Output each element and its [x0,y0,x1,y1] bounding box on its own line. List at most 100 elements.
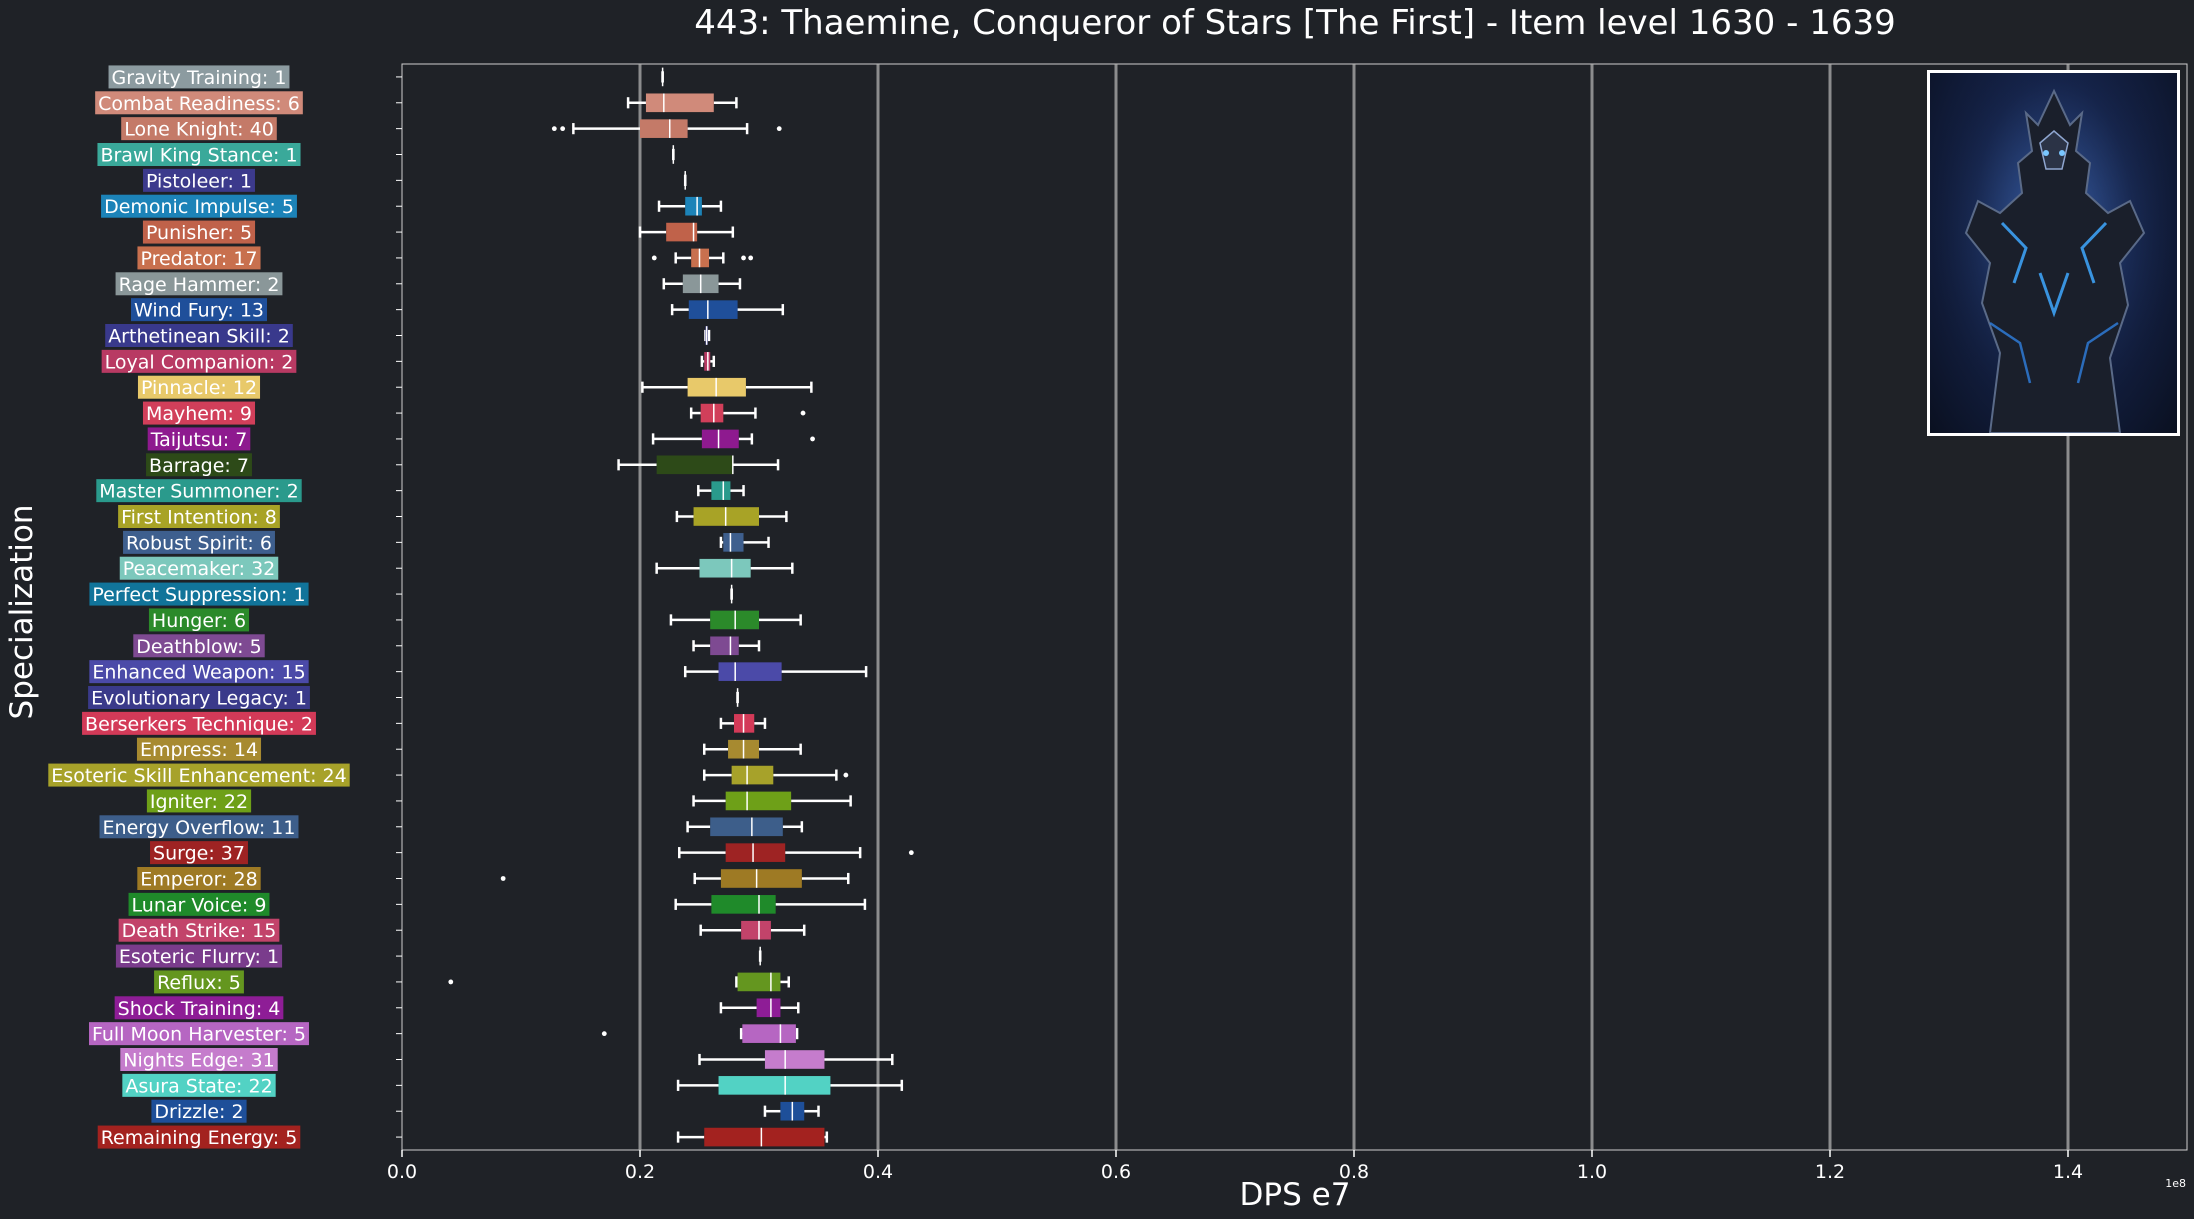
x-tick-label: 1.0 [1577,1161,1607,1183]
outlier-point [843,772,849,778]
category-label: Energy Overflow: 11 [103,817,296,839]
category-label: Deathblow: 5 [136,636,261,658]
iqr-box [718,662,782,681]
category-label: Drizzle: 2 [154,1101,243,1123]
category-label-background [101,349,297,373]
category-label-background [146,789,252,813]
category-label: Robust Spirit: 6 [126,532,272,554]
category-label-background [151,1099,247,1123]
category-label-background [137,375,261,399]
plot-frame [401,63,2188,1151]
category-label: Perfect Suppression: 1 [92,584,305,606]
outlier-point [500,876,506,881]
category-label-background [105,324,293,347]
category-label: Mayhem: 9 [146,403,252,425]
iqr-box [656,455,733,475]
iqr-box [688,300,738,319]
category-label: Barrage: 7 [149,455,249,477]
category-label-background [114,996,284,1020]
category-label-background [99,815,299,839]
iqr-box [741,920,771,940]
category-label-background [137,867,261,890]
iqr-box [710,636,739,656]
iqr-box [737,972,781,992]
x-axis-offset-label: 1e8 [2165,1177,2186,1190]
category-label: Lunar Voice: 9 [132,894,267,916]
category-label-background [88,686,310,709]
outlier-point [448,979,454,985]
outlier-point [748,255,754,261]
category-label-background [48,763,350,787]
category-label-background [95,91,303,115]
category-label-background [142,220,256,244]
category-label-background [115,944,283,968]
outlier-point [908,850,914,856]
x-tick-label: 1.2 [1815,1161,1845,1183]
iqr-box [699,558,751,578]
category-label: Lone Knight: 40 [124,119,274,141]
category-label: Brawl King Stance: 1 [100,145,297,167]
category-label-background [108,65,290,89]
iqr-box [701,429,739,449]
iqr-box [640,119,688,138]
category-label: Remaining Energy: 5 [101,1127,298,1149]
y-axis-label: Specialization [4,505,40,720]
category-label-background [143,168,255,192]
x-tick-label: 0.4 [863,1161,893,1183]
category-label: Master Summoner: 2 [99,481,298,503]
category-label: Hunger: 6 [152,610,246,632]
category-label: Rage Hammer: 2 [119,274,280,296]
x-tick-label: 0.0 [387,1161,417,1183]
category-label-background [142,401,256,425]
category-label: Enhanced Weapon: 15 [92,662,305,684]
iqr-box [711,895,776,914]
category-label-background [128,892,270,916]
category-label-background [82,711,316,735]
category-label: Punisher: 5 [146,222,252,244]
iqr-box [666,222,698,242]
category-label-background [118,918,280,942]
category-label-background [137,246,261,270]
x-tick-label: 0.6 [1101,1161,1131,1183]
category-label-background [121,117,277,141]
iqr-box [711,481,731,500]
category-label: Berserkers Technique: 2 [85,713,313,735]
category-label: Gravity Training: 1 [112,67,287,89]
iqr-box [720,869,802,888]
outlier-point [601,1031,607,1037]
iqr-box [742,1024,796,1043]
category-label: Esoteric Skill Enhancement: 24 [51,765,346,787]
category-label: Pistoleer: 1 [146,170,252,192]
category-label: Predator: 17 [140,248,257,270]
category-label-background [97,1125,301,1149]
category-label-background [147,427,251,451]
category-label: Peacemaker: 32 [123,558,276,580]
category-label-background [118,505,280,528]
iqr-box [704,1127,825,1147]
iqr-box [725,791,792,811]
category-label-background [115,272,283,296]
category-label: Emperor: 28 [140,869,257,891]
category-label: Reflux: 5 [157,972,241,994]
category-label: Igniter: 22 [150,791,248,813]
category-label: Demonic Impulse: 5 [104,196,294,218]
outlier-point [560,126,566,132]
outlier-point [741,255,746,261]
iqr-box [710,817,783,837]
category-label-background [120,1048,278,1071]
category-label: Death Strike: 15 [122,920,277,942]
category-label: Surge: 37 [153,843,245,865]
chart-title: 443: Thaemine, Conqueror of Stars [The F… [694,3,1895,43]
category-label: Taijutsu: 7 [150,429,248,451]
category-label: Loyal Companion: 2 [105,351,294,373]
category-label-background [130,298,268,322]
category-label: Evolutionary Legacy: 1 [91,688,307,710]
category-label: Pinnacle: 12 [141,377,257,399]
category-label-background [146,453,252,477]
category-label-background [96,479,302,503]
x-axis-label: DPS e7 [1240,1177,1351,1213]
iqr-box [685,196,702,216]
outlier-point [551,126,557,132]
iqr-box [731,765,774,785]
